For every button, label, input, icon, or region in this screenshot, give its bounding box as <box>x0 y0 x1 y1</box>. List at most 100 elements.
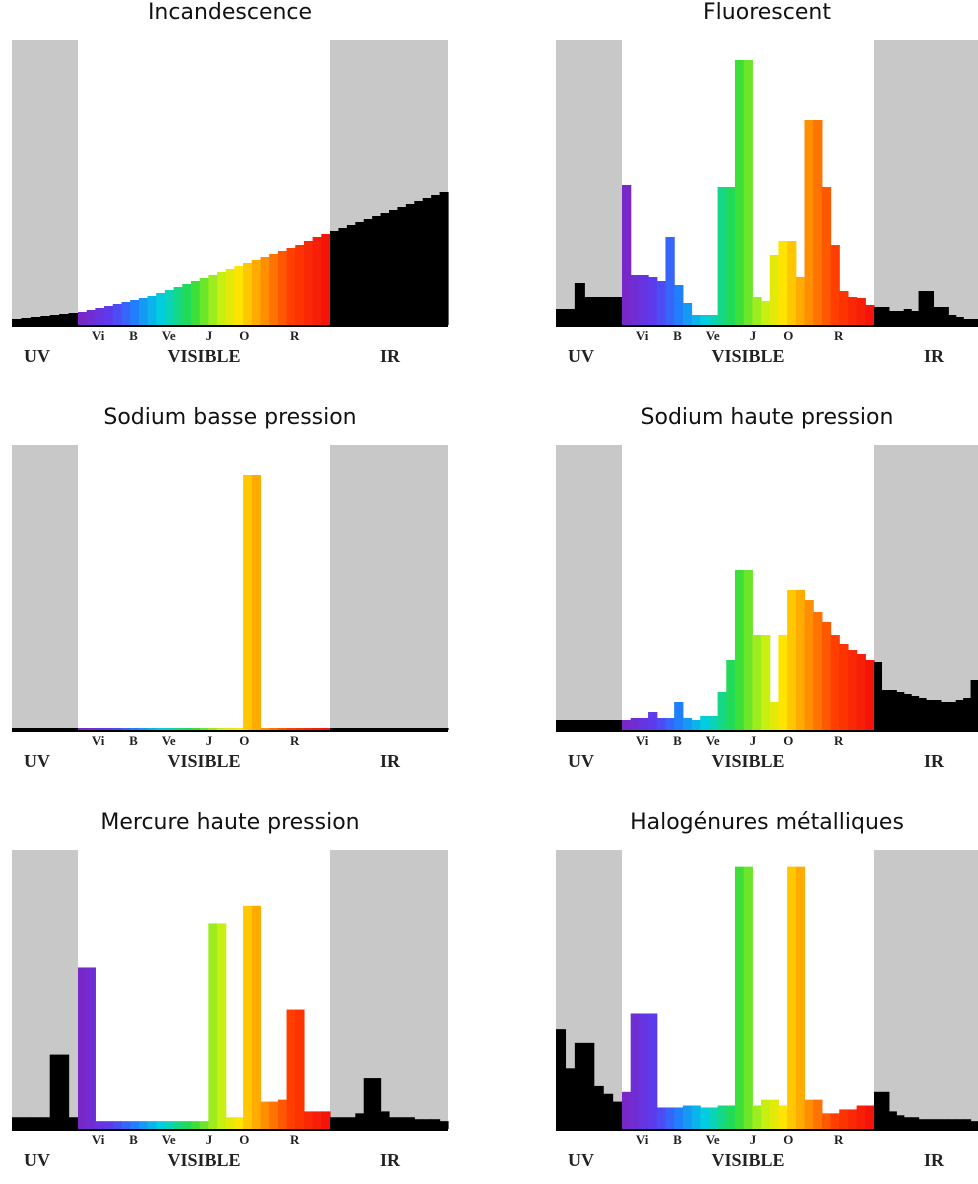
band-label: Vi <box>92 1132 105 1147</box>
spectrum-bar <box>903 1117 912 1129</box>
spectrum-bar <box>630 718 640 730</box>
spectrum-bar <box>286 248 296 325</box>
spectrum-bar <box>104 728 114 730</box>
spectrum-bar <box>708 315 719 325</box>
spectrum-bar <box>813 120 823 325</box>
spectrum-bar <box>95 1121 105 1129</box>
uv-region <box>12 40 78 325</box>
spectrum-bar <box>243 905 253 1129</box>
spectrum-bar <box>295 1009 305 1129</box>
spectrum-bar <box>199 728 209 730</box>
spectrum-bar <box>752 635 762 730</box>
spectrum-bar <box>303 241 314 325</box>
band-label: Vi <box>636 1132 649 1147</box>
spectrum-bar <box>208 923 218 1129</box>
spectrum-bar <box>726 660 736 730</box>
spectrum-bar <box>896 311 905 325</box>
spectrum-bar <box>173 728 183 730</box>
visible-label: VISIBLE <box>711 1150 784 1170</box>
spectrum-bar <box>431 728 441 730</box>
spectrum-bar <box>856 1105 866 1129</box>
panel-title: Mercure haute pression <box>100 810 360 835</box>
spectrum-bar <box>147 728 157 730</box>
spectrum-bar <box>321 728 331 730</box>
band-label: Vi <box>92 328 105 343</box>
spectrum-bar <box>847 650 858 730</box>
band-label: Vi <box>636 733 649 748</box>
spectrum-bar <box>217 923 227 1129</box>
band-label: Ve <box>706 1132 720 1147</box>
spectrum-bar <box>422 198 432 325</box>
spectrum-bar <box>312 1111 322 1129</box>
spectrum-chart: Vi B Ve J O R UV VISIBLE IR <box>556 445 978 771</box>
spectrum-bar <box>234 266 244 325</box>
spectrum-bar <box>363 728 373 730</box>
ir-region <box>874 445 978 730</box>
spectrum-bar <box>389 210 399 325</box>
spectrum-bar <box>431 195 441 325</box>
spectrum-bar <box>911 311 920 325</box>
spectrum-bar <box>622 720 632 730</box>
spectrum-bar <box>865 1105 875 1129</box>
spectrum-bar <box>574 720 585 730</box>
panel-title: Sodium basse pression <box>103 405 357 430</box>
spectrum-bar <box>286 728 296 730</box>
spectrum-bar <box>970 319 978 325</box>
spectrum-bar <box>121 1121 131 1129</box>
uv-label: UV <box>24 346 50 366</box>
spectrum-bar <box>639 1013 649 1129</box>
spectrum-bar <box>190 1121 201 1129</box>
spectrum-bar <box>804 120 814 325</box>
spectrum-bar <box>665 718 675 730</box>
spectrum-bar <box>970 680 978 730</box>
band-label: B <box>129 1132 138 1147</box>
visible-label: VISIBLE <box>167 751 240 771</box>
spectrum-bar <box>277 728 288 730</box>
spectrum-bar <box>363 219 373 325</box>
spectrum-bar <box>813 1099 823 1129</box>
spectrum-bar <box>918 1119 927 1129</box>
spectrum-bar <box>269 254 279 325</box>
spectrum-bar <box>726 187 736 325</box>
panel-title: Fluorescent <box>703 0 831 25</box>
band-label: B <box>673 328 682 343</box>
uv-region <box>12 445 78 730</box>
spectrum-bar <box>556 1029 567 1129</box>
uv-label: UV <box>568 1150 594 1170</box>
spectrum-bar <box>414 201 424 325</box>
spectrum-bar <box>574 283 585 325</box>
spectrum-bar <box>691 315 701 325</box>
panel-fluorescent: Fluorescent Vi B Ve J O R UV VISIBLE IR <box>556 0 978 380</box>
spectrum-bar <box>717 1105 727 1129</box>
spectrum-bar <box>431 1119 441 1129</box>
spectrum-bar <box>778 241 788 325</box>
visible-label: VISIBLE <box>711 751 784 771</box>
spectrum-bar <box>405 728 415 730</box>
spectrum-bar <box>933 307 942 325</box>
spectrum-bar <box>295 245 305 325</box>
spectrum-bar <box>260 1101 270 1129</box>
spectrum-bar <box>574 1042 585 1129</box>
spectrum-bar <box>639 718 649 730</box>
spectrum-bar <box>743 570 753 730</box>
spectrum-bar <box>603 1093 614 1129</box>
spectrum-bar <box>86 967 96 1129</box>
spectrum-bar <box>648 277 658 325</box>
panel-mercure-haute-pression: Mercure haute pression Vi B Ve J O R UV VISIBLE… <box>12 810 449 1184</box>
spectrum-bar <box>584 297 595 325</box>
spectrum-bar <box>708 1107 719 1129</box>
spectrum-bar <box>734 866 745 1129</box>
x-axis <box>12 325 448 327</box>
spectrum-bar <box>565 1068 576 1129</box>
spectrum-bar <box>49 728 60 730</box>
spectrum-bar <box>865 660 875 730</box>
band-label: R <box>834 733 844 748</box>
ir-label: IR <box>380 1150 401 1170</box>
spectrum-bar <box>346 728 356 730</box>
panel-title: Incandescence <box>147 0 313 25</box>
spectrum-bar <box>787 866 797 1129</box>
spectrum-bar <box>121 302 131 325</box>
band-label: J <box>750 733 757 748</box>
spectrum-bar <box>78 728 88 730</box>
spectrum-bar <box>691 720 701 730</box>
